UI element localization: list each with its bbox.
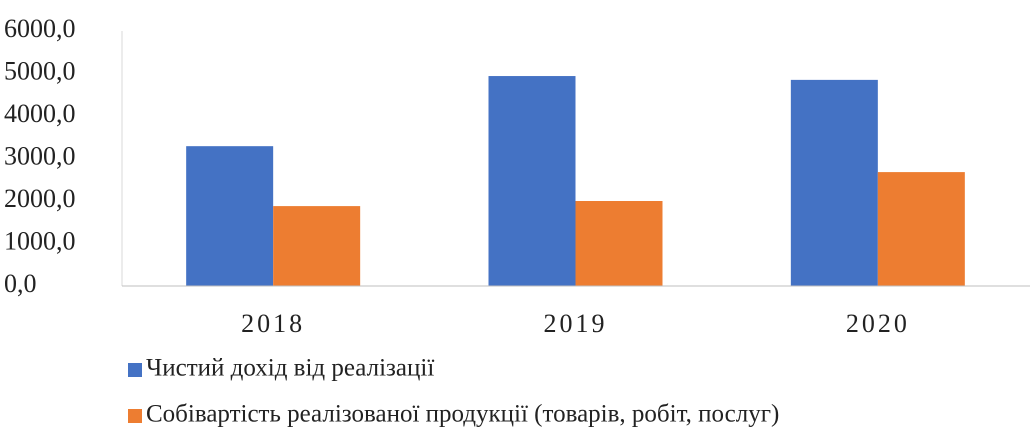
bar: [575, 201, 663, 286]
bar: [273, 206, 361, 286]
y-tick-label: 4000,0: [4, 99, 76, 128]
y-tick-label: 5000,0: [4, 56, 76, 85]
x-tick-label: 2019: [544, 309, 608, 338]
y-tick-label: 1000,0: [4, 226, 76, 255]
legend-swatch: [128, 363, 142, 377]
x-tick-label: 2018: [241, 309, 305, 338]
bar: [488, 76, 576, 286]
y-tick-label: 0,0: [4, 269, 37, 298]
bar: [186, 146, 274, 286]
y-tick-label: 2000,0: [4, 184, 76, 213]
y-tick-label: 6000,0: [4, 14, 76, 43]
bar: [877, 172, 965, 286]
y-tick-label: 3000,0: [4, 141, 76, 170]
bar: [790, 79, 878, 286]
x-tick-label: 2020: [846, 309, 910, 338]
legend-label: Чистий дохід від реалізації: [146, 355, 434, 382]
legend-swatch: [128, 409, 142, 423]
legend-label: Собівартість реалізованої продукції (тов…: [146, 401, 779, 428]
